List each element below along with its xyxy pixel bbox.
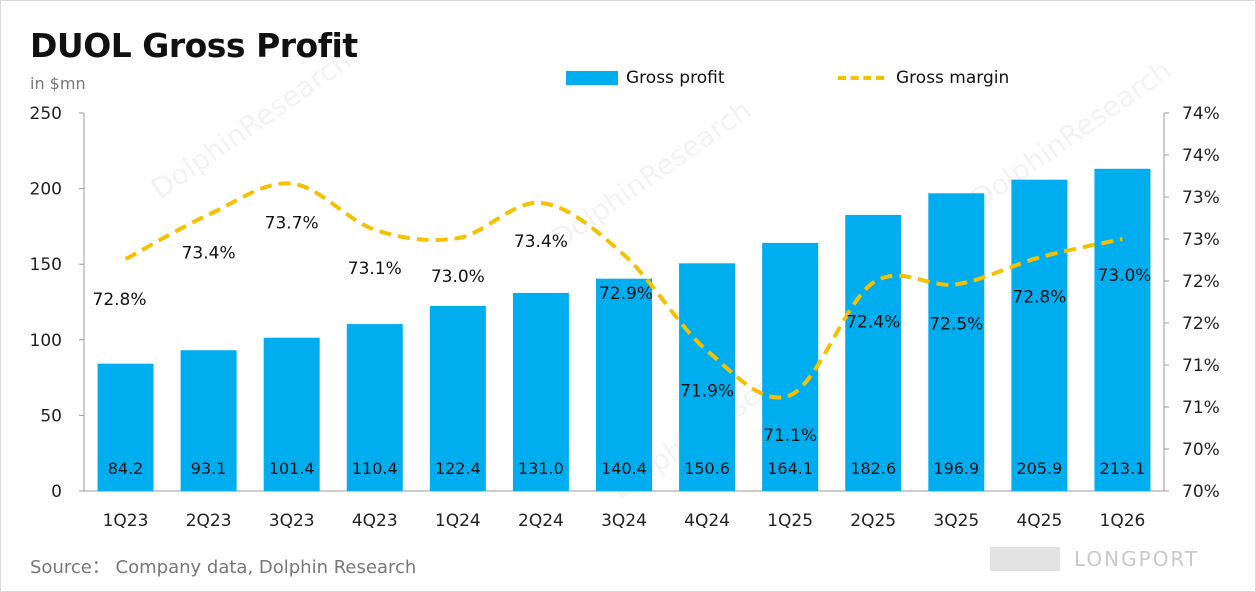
y-right-tick-label: 72% <box>1182 314 1220 334</box>
x-tick-label: 2Q23 <box>186 511 232 531</box>
y-right-tick-label: 70% <box>1182 482 1220 502</box>
watermark-text: DolphinResearch <box>545 93 757 255</box>
line-value-label: 72.4% <box>846 313 900 333</box>
legend-gross-profit: Gross profit <box>566 68 725 88</box>
bar-gross-profit <box>596 278 652 491</box>
bar-value-label: 213.1 <box>1100 459 1146 478</box>
bar-value-label: 182.6 <box>850 459 896 478</box>
bar-value-label: 140.4 <box>601 459 647 478</box>
y-right-tick-label: 74% <box>1182 146 1220 166</box>
brand-watermark: LONGPORT <box>990 547 1199 571</box>
bar-value-label: 84.2 <box>108 459 144 478</box>
y-left-tick-label: 0 <box>51 482 62 502</box>
bar-value-label: 150.6 <box>684 459 730 478</box>
legend-gross-profit-label: Gross profit <box>626 68 725 88</box>
x-tick-label: 1Q26 <box>1100 511 1146 531</box>
bar-gross-profit <box>97 363 154 491</box>
bar-value-label: 110.4 <box>352 459 398 478</box>
line-value-label: 73.4% <box>514 232 568 252</box>
bar-value-label: 164.1 <box>767 459 813 478</box>
chart-title: DUOL Gross Profit <box>30 26 358 65</box>
bar-gross-profit <box>762 242 819 491</box>
x-tick-label: 3Q25 <box>933 511 979 531</box>
brand-watermark-logo <box>990 547 1060 571</box>
legend-gross-margin-label: Gross margin <box>896 68 1010 88</box>
x-tick-label: 3Q23 <box>269 511 315 531</box>
y-right-tick-label: 72% <box>1182 272 1220 292</box>
bar-gross-profit <box>512 292 569 491</box>
y-left-tick-label: 200 <box>30 180 62 200</box>
y-right-tick-label: 70% <box>1182 440 1220 460</box>
y-right-tick-label: 73% <box>1182 230 1220 250</box>
x-tick-label: 4Q25 <box>1016 511 1062 531</box>
x-tick-label: 1Q23 <box>103 511 149 531</box>
line-value-label: 73.1% <box>348 259 402 279</box>
line-value-label: 71.1% <box>763 426 817 446</box>
bar-value-label: 196.9 <box>933 459 979 478</box>
line-value-label: 73.7% <box>265 214 319 234</box>
y-right-tick-label: 73% <box>1182 188 1220 208</box>
x-tick-label: 2Q25 <box>850 511 896 531</box>
y-left-tick-label: 250 <box>30 104 62 124</box>
source-note: Source： Company data, Dolphin Research <box>30 557 417 578</box>
bar-value-label: 131.0 <box>518 459 564 478</box>
y-right-tick-label: 74% <box>1182 104 1220 124</box>
bar-value-label: 101.4 <box>269 459 315 478</box>
y-right-tick-label: 71% <box>1182 398 1220 418</box>
x-tick-label: 1Q24 <box>435 511 481 531</box>
line-value-label: 71.9% <box>680 382 734 402</box>
unit-label: in $mn <box>30 74 86 93</box>
legend-bar-swatch <box>566 71 618 85</box>
x-tick-label: 2Q24 <box>518 511 564 531</box>
bar-gross-profit <box>429 305 486 491</box>
line-value-label: 73.4% <box>182 244 236 264</box>
x-tick-label: 1Q25 <box>767 511 813 531</box>
bar-value-label: 122.4 <box>435 459 481 478</box>
bar-gross-profit <box>180 350 237 491</box>
line-value-label: 72.5% <box>929 314 983 334</box>
line-value-label: 72.8% <box>93 290 147 310</box>
x-tick-label: 3Q24 <box>601 511 647 531</box>
x-tick-label: 4Q24 <box>684 511 730 531</box>
bar-value-label: 205.9 <box>1016 459 1062 478</box>
bar-gross-profit <box>1011 179 1068 491</box>
line-value-label: 72.8% <box>1012 287 1066 307</box>
bar-gross-profit <box>845 214 902 491</box>
bar-gross-profit <box>679 263 736 491</box>
y-left-tick-label: 50 <box>40 406 62 426</box>
legend-gross-margin: Gross margin <box>838 68 1009 88</box>
bar-gross-profit <box>1094 168 1151 492</box>
line-value-label: 73.0% <box>431 267 485 287</box>
line-value-label: 73.0% <box>1097 266 1151 286</box>
y-left-tick-label: 100 <box>30 331 62 351</box>
bar-gross-profit <box>346 324 403 491</box>
y-left-tick-label: 150 <box>30 255 62 275</box>
line-value-label: 72.9% <box>599 284 653 304</box>
brand-watermark-text: LONGPORT <box>1074 547 1200 571</box>
x-tick-label: 4Q23 <box>352 511 398 531</box>
legend-line-swatch <box>838 76 884 80</box>
watermark-text: DolphinResearch <box>145 43 357 205</box>
bar-value-label: 93.1 <box>191 459 227 478</box>
bar-gross-profit <box>263 337 320 491</box>
y-right-tick-label: 71% <box>1182 356 1220 376</box>
bar-gross-profit <box>928 193 985 491</box>
